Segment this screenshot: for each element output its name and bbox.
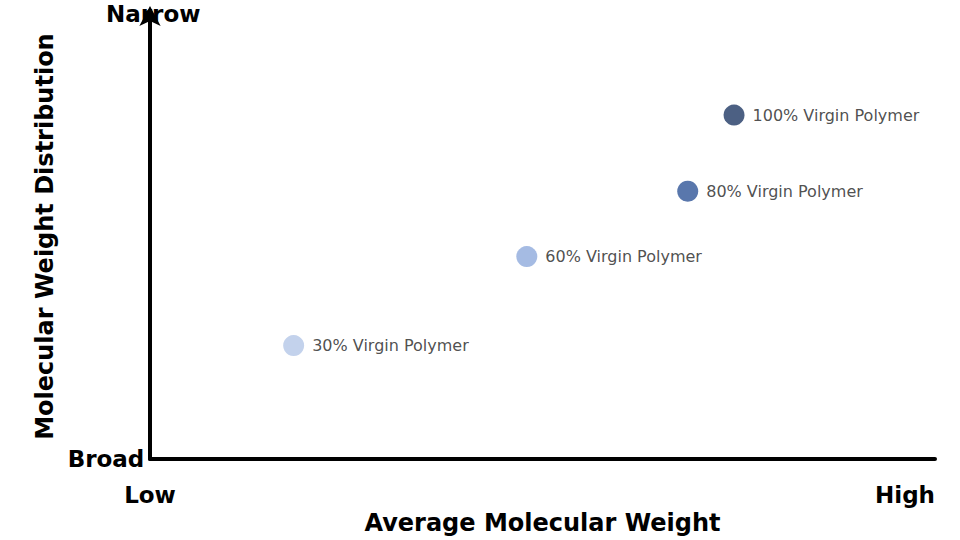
- svg-text:Average Molecular Weight: Average Molecular Weight: [364, 509, 720, 537]
- svg-text:Molecular Weight Distribution: Molecular Weight Distribution: [31, 33, 59, 440]
- svg-text:100% Virgin Polymer: 100% Virgin Polymer: [753, 106, 920, 125]
- svg-text:30% Virgin Polymer: 30% Virgin Polymer: [312, 336, 469, 355]
- svg-text:60% Virgin Polymer: 60% Virgin Polymer: [545, 247, 702, 266]
- svg-text:High: High: [875, 482, 935, 508]
- svg-text:Broad: Broad: [68, 446, 145, 472]
- svg-text:80% Virgin Polymer: 80% Virgin Polymer: [706, 182, 863, 201]
- svg-text:Low: Low: [124, 482, 176, 508]
- svg-text:Narrow: Narrow: [106, 1, 201, 27]
